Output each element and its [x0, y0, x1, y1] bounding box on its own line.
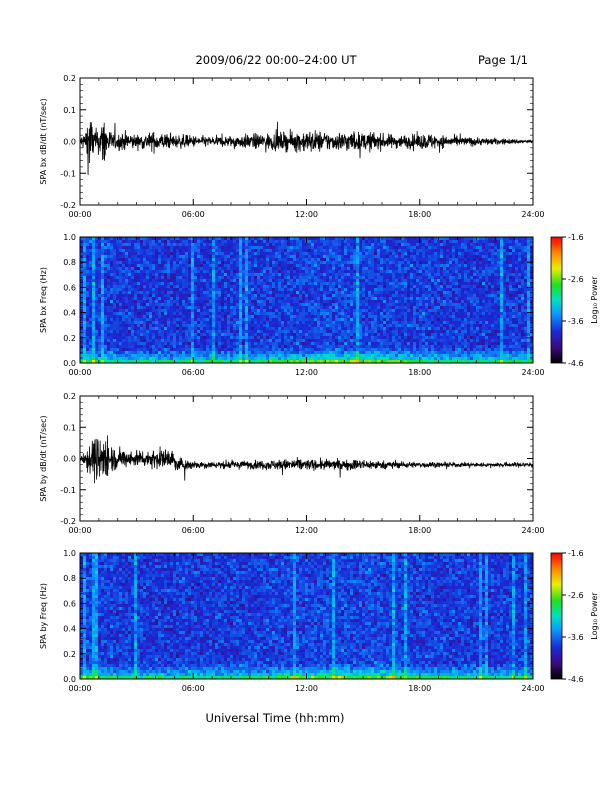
x-tick-label: 18:00 [408, 684, 431, 693]
x-tick-label: 24:00 [521, 684, 544, 693]
y-tick-label: 0.2 [63, 650, 76, 659]
page-number: Page 1/1 [478, 53, 528, 67]
y-tick-label: 0.1 [63, 423, 76, 432]
x-tick-label: 12:00 [295, 368, 318, 377]
x-tick-label: 24:00 [521, 526, 544, 535]
spectrogram [80, 237, 533, 363]
series-line [80, 122, 533, 175]
x-tick-label: 00:00 [68, 526, 91, 535]
x-tick-label: 24:00 [521, 368, 544, 377]
page-title: 2009/06/22 00:00–24:00 UT [195, 53, 357, 67]
series-line [80, 435, 533, 483]
colorbar-tick-label: -2.6 [568, 275, 584, 284]
x-tick-label: 12:00 [295, 684, 318, 693]
figure: 2009/06/22 00:00–24:00 UT Page 1/1 00:00… [0, 0, 612, 792]
y-tick-label: 0.6 [63, 599, 76, 608]
x-tick-label: 18:00 [408, 210, 431, 219]
y-tick-label: 1.0 [63, 549, 76, 558]
x-axis-title: Universal Time (hh:mm) [205, 711, 344, 725]
colorbar-label: Log₁₀ Power [590, 592, 599, 640]
colorbar [551, 237, 562, 363]
x-tick-label: 06:00 [182, 526, 205, 535]
colorbar [551, 553, 562, 679]
x-tick-label: 00:00 [68, 210, 91, 219]
colorbar-tick-label: -2.6 [568, 591, 584, 600]
x-tick-label: 06:00 [182, 368, 205, 377]
y-tick-label: 0.6 [63, 283, 76, 292]
colorbar-tick-label: -4.6 [568, 359, 584, 368]
x-tick-label: 06:00 [182, 210, 205, 219]
x-tick-label: 18:00 [408, 368, 431, 377]
y-axis-label: SPA by dB/dt (nT/sec) [39, 415, 48, 501]
y-tick-label: -0.2 [60, 517, 76, 526]
colorbar-tick-label: -1.6 [568, 233, 584, 242]
y-tick-label: 0.0 [63, 675, 76, 684]
y-tick-label: -0.1 [60, 169, 76, 178]
y-tick-label: 0.4 [63, 309, 76, 318]
y-tick-label: 0.0 [63, 359, 76, 368]
x-tick-label: 06:00 [182, 684, 205, 693]
y-tick-label: 0.2 [63, 334, 76, 343]
x-tick-label: 12:00 [295, 210, 318, 219]
x-tick-label: 24:00 [521, 210, 544, 219]
y-tick-label: 0.4 [63, 625, 76, 634]
x-tick-label: 18:00 [408, 526, 431, 535]
y-axis-label: SPA bx Freq (Hz) [39, 267, 48, 333]
colorbar-tick-label: -3.6 [568, 633, 584, 642]
y-tick-label: 0.8 [63, 574, 76, 583]
y-tick-label: 1.0 [63, 233, 76, 242]
y-tick-label: 0.2 [63, 74, 76, 83]
x-tick-label: 12:00 [295, 526, 318, 535]
colorbar-tick-label: -4.6 [568, 675, 584, 684]
y-tick-label: 0.0 [63, 455, 76, 464]
spectrogram [80, 553, 533, 679]
colorbar-tick-label: -3.6 [568, 317, 584, 326]
x-tick-label: 00:00 [68, 684, 91, 693]
y-tick-label: 0.0 [63, 138, 76, 147]
colorbar-label: Log₁₀ Power [590, 276, 599, 324]
y-axis-label: SPA bx dB/dt (nT/sec) [39, 98, 48, 184]
y-tick-label: -0.1 [60, 486, 76, 495]
y-axis-label: SPA by Freq (Hz) [39, 583, 48, 649]
x-tick-label: 00:00 [68, 368, 91, 377]
y-tick-label: 0.2 [63, 392, 76, 401]
colorbar-tick-label: -1.6 [568, 549, 584, 558]
y-tick-label: 0.8 [63, 258, 76, 267]
y-tick-label: -0.2 [60, 201, 76, 210]
y-tick-label: 0.1 [63, 106, 76, 115]
